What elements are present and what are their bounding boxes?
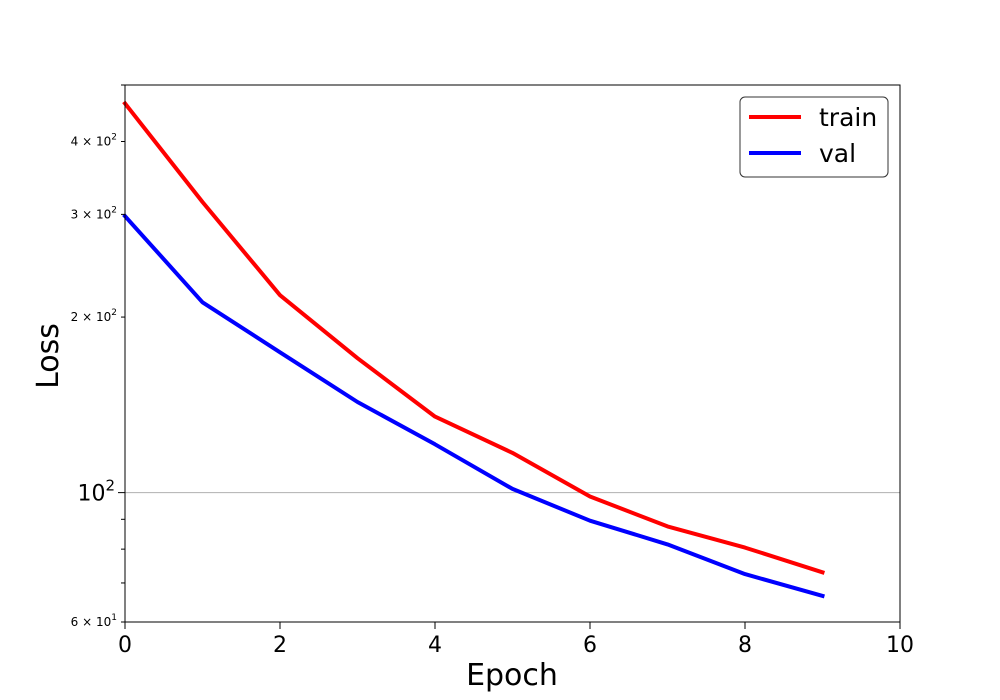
y-axis-title: Loss — [31, 323, 66, 389]
y-tick-label-100: 102 — [77, 477, 115, 507]
y-tick-label-300: 3 × 102 — [71, 205, 117, 221]
y-tick-label-200: 2 × 102 — [71, 308, 117, 324]
x-tick-label: 0 — [118, 633, 132, 658]
legend: train val — [739, 96, 889, 178]
x-tick-label: 6 — [583, 633, 597, 658]
x-tick-label: 8 — [738, 633, 752, 658]
x-tick-label: 4 — [428, 633, 442, 658]
ticks-layer: 0 2 4 6 8 10 102 6 × 101 2 × 102 3 × 102 4 × 102 — [71, 84, 914, 658]
plot-frame — [124, 84, 901, 623]
series-layer — [122, 100, 826, 599]
x-axis-title: Epoch — [466, 658, 558, 693]
x-tick-label: 10 — [886, 633, 914, 658]
y-tick-label-60: 6 × 101 — [71, 613, 117, 629]
series-line-val — [122, 213, 825, 599]
legend-label-train: train — [819, 103, 877, 132]
y-tick-label-400: 4 × 102 — [71, 133, 117, 149]
legend-label-val: val — [819, 139, 856, 168]
series-line-train — [122, 100, 826, 575]
x-tick-label: 2 — [273, 633, 287, 658]
